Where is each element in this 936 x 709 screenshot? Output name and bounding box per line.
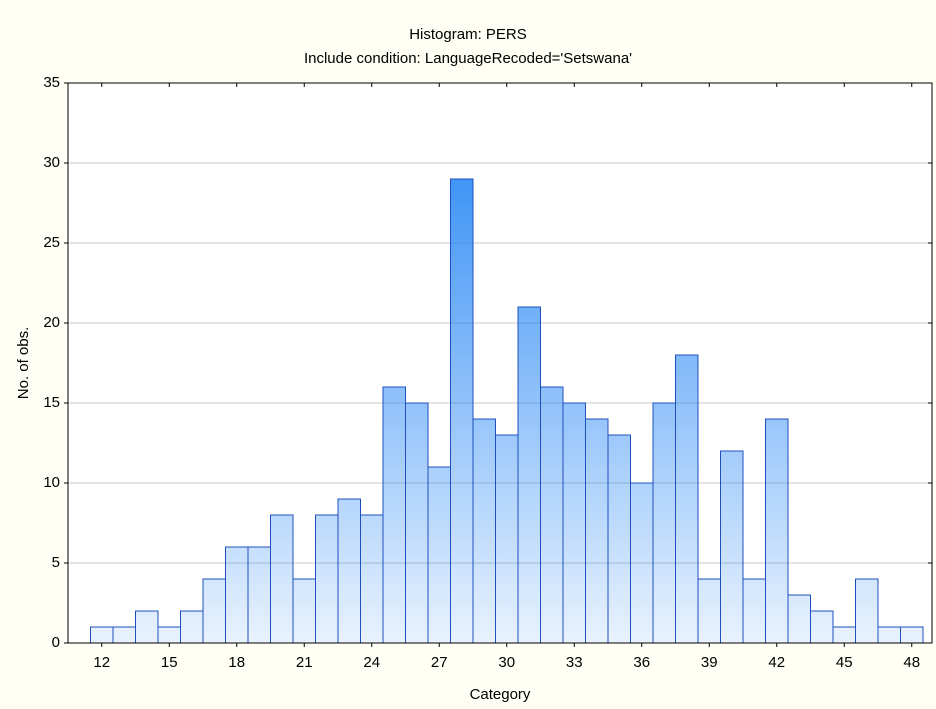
bar: [877, 626, 901, 644]
bar: [900, 626, 924, 644]
bar: [652, 402, 676, 644]
bar: [832, 626, 856, 644]
plot-frame: [67, 82, 933, 644]
bar: [607, 434, 631, 644]
bar: [157, 626, 181, 644]
x-tick-label: 27: [431, 654, 448, 671]
y-tick-label: 15: [43, 394, 60, 411]
y-tick-label: 5: [52, 554, 60, 571]
bar: [675, 354, 699, 644]
y-tick-label: 0: [52, 634, 60, 651]
bar: [315, 514, 339, 644]
bar: [562, 402, 586, 644]
x-tick-label: 45: [836, 654, 853, 671]
x-tick-label: 42: [768, 654, 785, 671]
bar: [247, 546, 271, 644]
bar: [337, 498, 361, 644]
bar: [697, 578, 721, 644]
bar: [405, 402, 429, 644]
x-tick-label: 39: [701, 654, 718, 671]
y-tick-label: 25: [43, 234, 60, 251]
chart-title: Histogram: PERS: [409, 26, 527, 43]
bar: [292, 578, 316, 644]
y-tick-label: 30: [43, 154, 60, 171]
bar: [810, 610, 834, 644]
bar: [382, 386, 406, 644]
x-tick-label: 18: [228, 654, 245, 671]
bar: [765, 418, 789, 644]
x-tick-label: 48: [903, 654, 920, 671]
y-tick-label: 10: [43, 474, 60, 491]
bar: [495, 434, 519, 644]
bar: [720, 450, 744, 644]
x-tick-label: 36: [633, 654, 650, 671]
bar: [360, 514, 384, 644]
bar: [517, 306, 541, 644]
bar: [472, 418, 496, 644]
bar: [112, 626, 136, 644]
bar: [225, 546, 249, 644]
chart-subtitle: Include condition: LanguageRecoded='Sets…: [304, 50, 632, 67]
bar: [585, 418, 609, 644]
x-tick-label: 15: [161, 654, 178, 671]
x-tick-label: 30: [498, 654, 515, 671]
bar: [787, 594, 811, 644]
bar: [180, 610, 204, 644]
bar: [855, 578, 879, 644]
y-tick-label: 20: [43, 314, 60, 331]
bar: [135, 610, 159, 644]
x-axis-label: Category: [470, 686, 531, 703]
x-tick-label: 24: [363, 654, 380, 671]
x-tick-label: 12: [93, 654, 110, 671]
bar: [630, 482, 654, 644]
x-tick-label: 33: [566, 654, 583, 671]
bar: [270, 514, 294, 644]
bar: [742, 578, 766, 644]
bar: [450, 178, 474, 644]
bar: [90, 626, 114, 644]
bar: [427, 466, 451, 644]
bar: [540, 386, 564, 644]
x-tick-label: 21: [296, 654, 313, 671]
bar: [202, 578, 226, 644]
y-axis-label: No. of obs.: [15, 327, 32, 400]
y-tick-label: 35: [43, 74, 60, 91]
